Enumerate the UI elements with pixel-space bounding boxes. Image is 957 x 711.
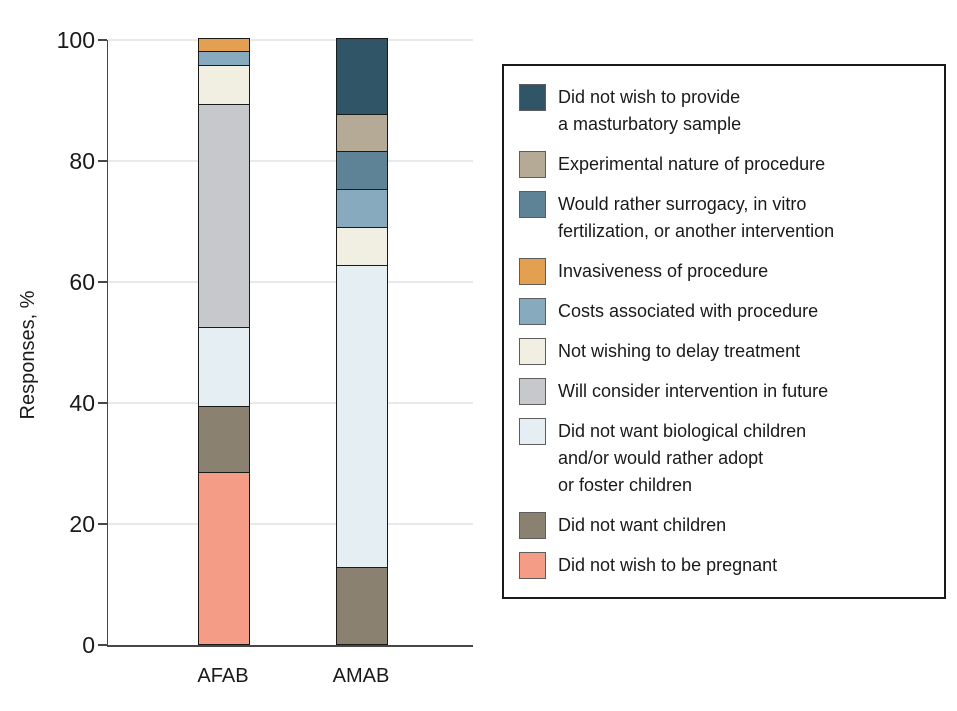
legend-item: Did not wish to be pregnant xyxy=(519,552,930,579)
legend-swatch xyxy=(519,552,546,579)
legend-item-label: Did not want biological children and/or … xyxy=(558,421,807,495)
bar-segment xyxy=(337,114,387,153)
legend-swatch xyxy=(519,338,546,365)
y-tick-label-0: 0 xyxy=(82,632,95,658)
legend-item: Did not want children xyxy=(519,512,930,539)
legend-item-label: Did not wish to be pregnant xyxy=(558,555,778,575)
bar-segment xyxy=(199,104,249,329)
legend-item-label: Did not want children xyxy=(558,515,727,535)
bar-segment xyxy=(337,228,387,266)
legend-swatch xyxy=(519,418,546,445)
y-tick-label-60: 60 xyxy=(69,269,95,295)
y-tick-mark-40 xyxy=(98,402,107,404)
gridline-40 xyxy=(108,402,473,404)
y-tick-mark-60 xyxy=(98,281,107,283)
bar-segment xyxy=(337,190,387,229)
legend-item-label: Not wishing to delay treatment xyxy=(558,341,801,361)
legend-item: Will consider intervention in future xyxy=(519,378,930,405)
legend-swatch xyxy=(519,258,546,285)
bar-segment xyxy=(199,406,249,473)
legend-swatch xyxy=(519,298,546,325)
bar-segment xyxy=(199,472,249,644)
legend-item: Invasiveness of procedure xyxy=(519,258,930,285)
y-tick-label-100: 100 xyxy=(56,27,95,53)
y-tick-mark-20 xyxy=(98,523,107,525)
legend-item: Did not want biological children and/or … xyxy=(519,418,930,499)
y-axis-title: Responses, % xyxy=(17,290,39,420)
legend-item: Experimental nature of procedure xyxy=(519,151,930,178)
legend-item-label: Invasiveness of procedure xyxy=(558,261,769,281)
bar-segment xyxy=(199,65,249,105)
bar-afab xyxy=(198,38,250,645)
legend-item-label: Would rather surrogacy, in vitro fertili… xyxy=(558,194,835,241)
legend-item-label: Costs associated with procedure xyxy=(558,301,819,321)
y-tick-mark-80 xyxy=(98,160,107,162)
bar-segment xyxy=(337,568,387,644)
x-tick-label-afab: AFAB xyxy=(197,665,249,687)
legend-item-label: Did not wish to provide a masturbatory s… xyxy=(558,87,742,134)
bar-segment xyxy=(337,39,387,115)
legend-item-label: Experimental nature of procedure xyxy=(558,154,826,174)
bar-segment xyxy=(337,152,387,191)
bar-segment xyxy=(199,328,249,407)
y-tick-label-80: 80 xyxy=(69,148,95,174)
x-tick-label-amab: AMAB xyxy=(332,665,390,687)
legend-swatch xyxy=(519,151,546,178)
legend-item: Would rather surrogacy, in vitro fertili… xyxy=(519,191,930,245)
legend: Did not wish to provide a masturbatory s… xyxy=(502,64,946,599)
bar-segment xyxy=(337,265,387,569)
gridline-60 xyxy=(108,281,473,283)
legend-swatch xyxy=(519,191,546,218)
legend-item: Not wishing to delay treatment xyxy=(519,338,930,365)
bar-segment xyxy=(199,52,249,66)
bar-amab xyxy=(336,38,388,645)
gridline-80 xyxy=(108,160,473,162)
legend-item-label: Will consider intervention in future xyxy=(558,381,829,401)
gridline-20 xyxy=(108,523,473,525)
y-tick-mark-100 xyxy=(98,39,107,41)
y-tick-mark-0 xyxy=(98,644,107,646)
legend-swatch xyxy=(519,84,546,111)
legend-item: Did not wish to provide a masturbatory s… xyxy=(519,84,930,138)
legend-swatch xyxy=(519,378,546,405)
gridline-100 xyxy=(108,39,473,41)
y-tick-label-40: 40 xyxy=(69,390,95,416)
y-tick-label-20: 20 xyxy=(69,511,95,537)
legend-swatch xyxy=(519,512,546,539)
plot-area: Responses, % 0 20 40 60 80 100 AFAB AMAB xyxy=(17,27,473,687)
bar-segment xyxy=(199,39,249,53)
legend-item: Costs associated with procedure xyxy=(519,298,930,325)
